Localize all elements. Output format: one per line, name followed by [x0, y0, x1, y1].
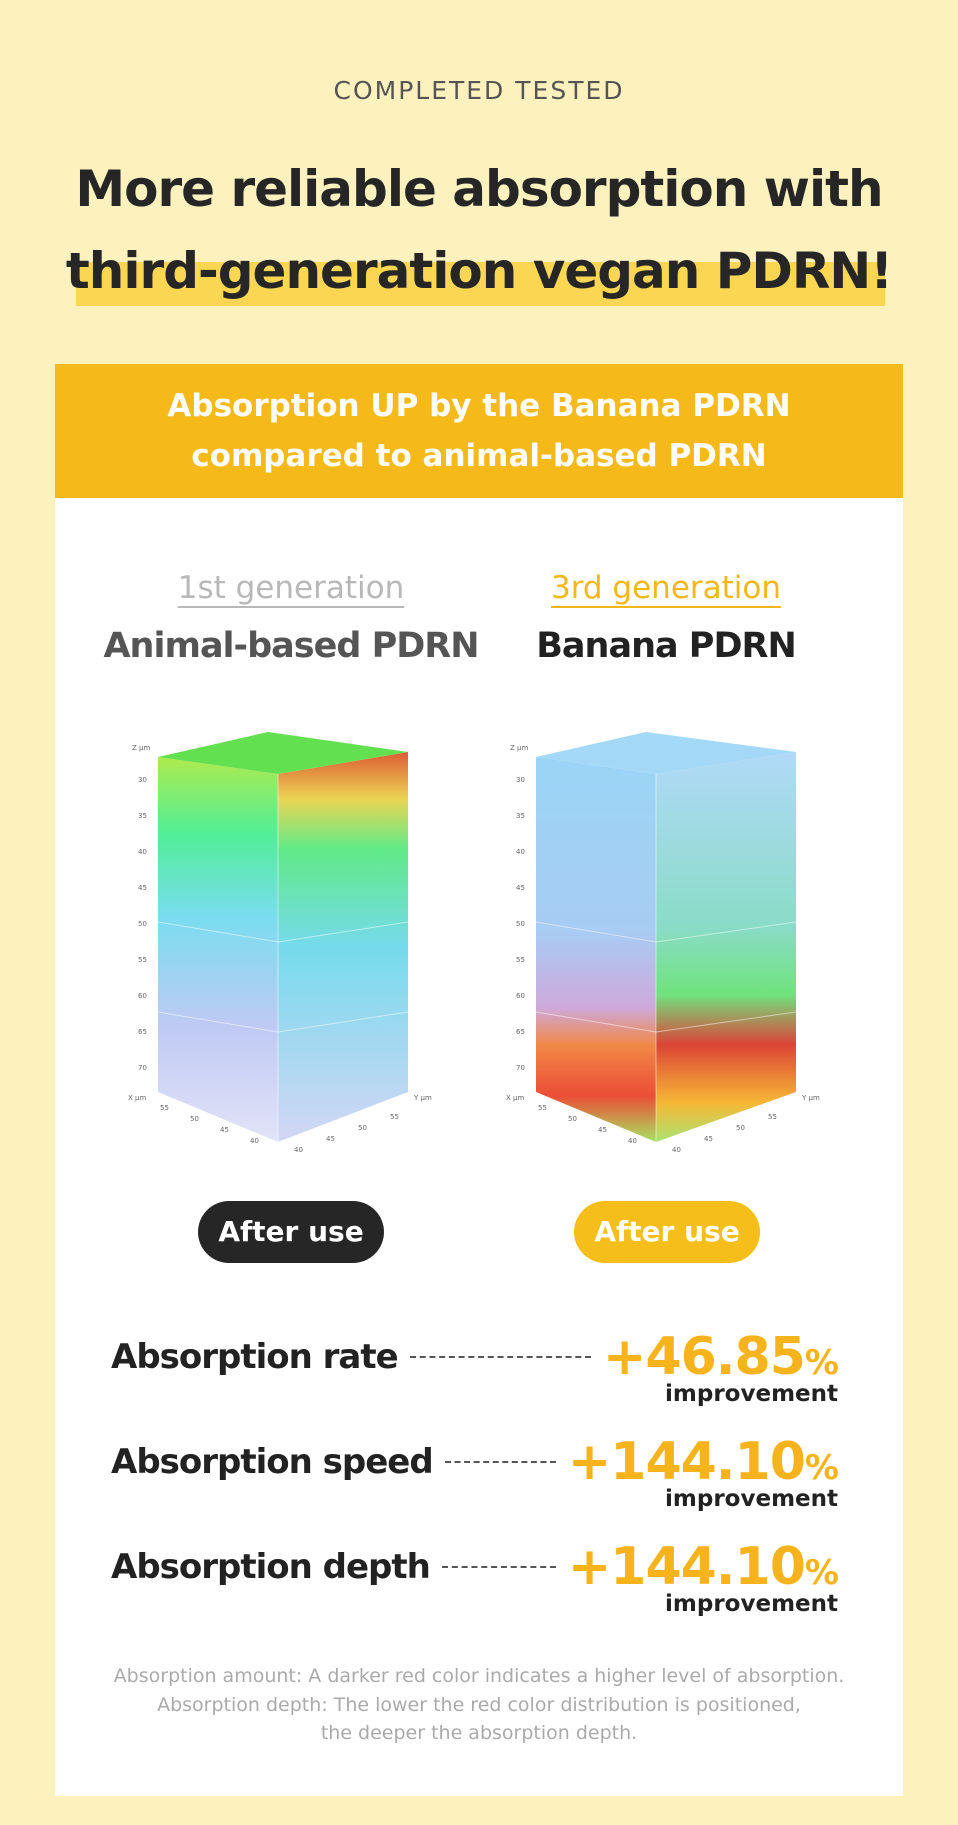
- generation: 3rd generation: [550, 570, 782, 606]
- axis-tick-label: 55: [538, 1104, 547, 1112]
- metric-note: improvement: [665, 1381, 838, 1407]
- axis-tick-label: 50: [138, 920, 147, 928]
- metric-row: Absorption depth +144.10%: [111, 1537, 839, 1597]
- axis-tick-label: 40: [672, 1146, 681, 1154]
- axis-tick-label: 55: [138, 956, 147, 964]
- metric-label: Absorption depth: [111, 1547, 431, 1587]
- axis-tick-label: 35: [516, 812, 525, 820]
- axis-tick-label: 45: [516, 884, 525, 892]
- cube-figure: Z µm 30 35 40 45 50 55 60 65 70 X µm 55 50 45 40 Y µm 40…: [506, 732, 820, 1154]
- column: 1st generation Animal-based PDRN: [81, 570, 501, 666]
- cube-face: [278, 752, 408, 1142]
- footnote: the deeper the absorption depth.: [320, 1722, 638, 1744]
- banner: Absorption UP by the Banana PDRN compared…: [55, 364, 903, 498]
- highlight: [76, 262, 885, 306]
- axis-tick-label: 30: [138, 776, 147, 784]
- axis-tick-label: 70: [138, 1064, 147, 1072]
- axis-tick-label: 50: [358, 1124, 367, 1132]
- metric-value: +144.10%: [567, 1432, 839, 1492]
- axis-title: Z µm: [132, 744, 150, 752]
- metric-row: Absorption rate +46.85%: [111, 1327, 839, 1387]
- axis-tick-label: 40: [250, 1137, 259, 1145]
- axis-tick-label: 50: [516, 920, 525, 928]
- axis-tick-label: 45: [704, 1135, 713, 1143]
- metric-value: +144.10%: [567, 1537, 839, 1597]
- axis-tick-label: 45: [598, 1126, 607, 1134]
- title-line: More reliable absorption with: [75, 160, 883, 218]
- axis-tick-label: 45: [326, 1135, 335, 1143]
- badge: After use: [574, 1201, 760, 1263]
- axis-tick-label: 55: [390, 1113, 399, 1121]
- title-line: third-generation vegan PDRN!: [65, 242, 893, 300]
- axis-tick-label: 40: [516, 848, 525, 856]
- cube-face: [536, 757, 656, 1142]
- axis-tick-label: 65: [138, 1028, 147, 1036]
- axis-tick-label: 45: [220, 1126, 229, 1134]
- axis-tick-label: 40: [138, 848, 147, 856]
- generation: 1st generation: [177, 570, 405, 606]
- axis-tick-label: 50: [190, 1115, 199, 1123]
- axis-tick-label: 60: [516, 992, 525, 1000]
- axis-title: X µm: [128, 1094, 146, 1102]
- cube-face: [536, 732, 796, 774]
- cube-face: [656, 752, 796, 1142]
- value-unit: %: [804, 1553, 839, 1593]
- metric-note: improvement: [665, 1591, 838, 1617]
- cube-face: [158, 732, 408, 774]
- dash-leader: [444, 1461, 556, 1463]
- metric-note: improvement: [665, 1486, 838, 1512]
- axis-tick-label: 55: [160, 1104, 169, 1112]
- metric-row: Absorption speed +144.10%: [111, 1432, 839, 1492]
- metric-label: Absorption rate: [111, 1337, 399, 1377]
- dash-leader: [441, 1566, 556, 1568]
- axis-tick-label: 35: [138, 812, 147, 820]
- axis-tick-label: 40: [628, 1137, 637, 1145]
- value-number: +144.10: [567, 1432, 806, 1492]
- axis-title: Y µm: [413, 1094, 432, 1102]
- axis-title: Z µm: [510, 744, 528, 752]
- eyebrow: COMPLETED TESTED: [333, 76, 625, 105]
- axis-tick-label: 40: [294, 1146, 303, 1154]
- metric-value: +46.85%: [602, 1327, 839, 1387]
- cube-face: [158, 757, 278, 1142]
- axis-title: X µm: [506, 1094, 524, 1102]
- value-number: +144.10: [567, 1537, 806, 1597]
- product-name: Animal-based PDRN: [103, 626, 479, 666]
- axis-tick-label: 45: [138, 884, 147, 892]
- dash-leader: [409, 1356, 591, 1358]
- badge: After use: [198, 1201, 384, 1263]
- metric-label: Absorption speed: [111, 1442, 434, 1482]
- cube-figure: Z µm 30 35 40 45 50 55 60 65 70 X µm 55 50 45 40 Y µm 40…: [128, 732, 432, 1154]
- axis-tick-label: 50: [568, 1115, 577, 1123]
- product-name: Banana PDRN: [536, 626, 797, 666]
- axis-tick-label: 70: [516, 1064, 525, 1072]
- axis-tick-label: 30: [516, 776, 525, 784]
- axis-title: Y µm: [801, 1094, 820, 1102]
- axis-tick-label: 55: [516, 956, 525, 964]
- value-unit: %: [804, 1448, 839, 1488]
- column: 3rd generation Banana PDRN: [456, 570, 876, 666]
- footnote: Absorption amount: A darker red color in…: [113, 1665, 845, 1687]
- footnote: Absorption depth: The lower the red colo…: [157, 1694, 801, 1716]
- banner-line: compared to animal-based PDRN: [191, 438, 767, 474]
- axis-tick-label: 50: [736, 1124, 745, 1132]
- value-number: +46.85: [602, 1327, 806, 1387]
- axis-tick-label: 60: [138, 992, 147, 1000]
- axis-tick-label: 55: [768, 1113, 777, 1121]
- axis-tick-label: 65: [516, 1028, 525, 1036]
- value-unit: %: [804, 1343, 839, 1383]
- banner-line: Absorption UP by the Banana PDRN: [167, 388, 791, 424]
